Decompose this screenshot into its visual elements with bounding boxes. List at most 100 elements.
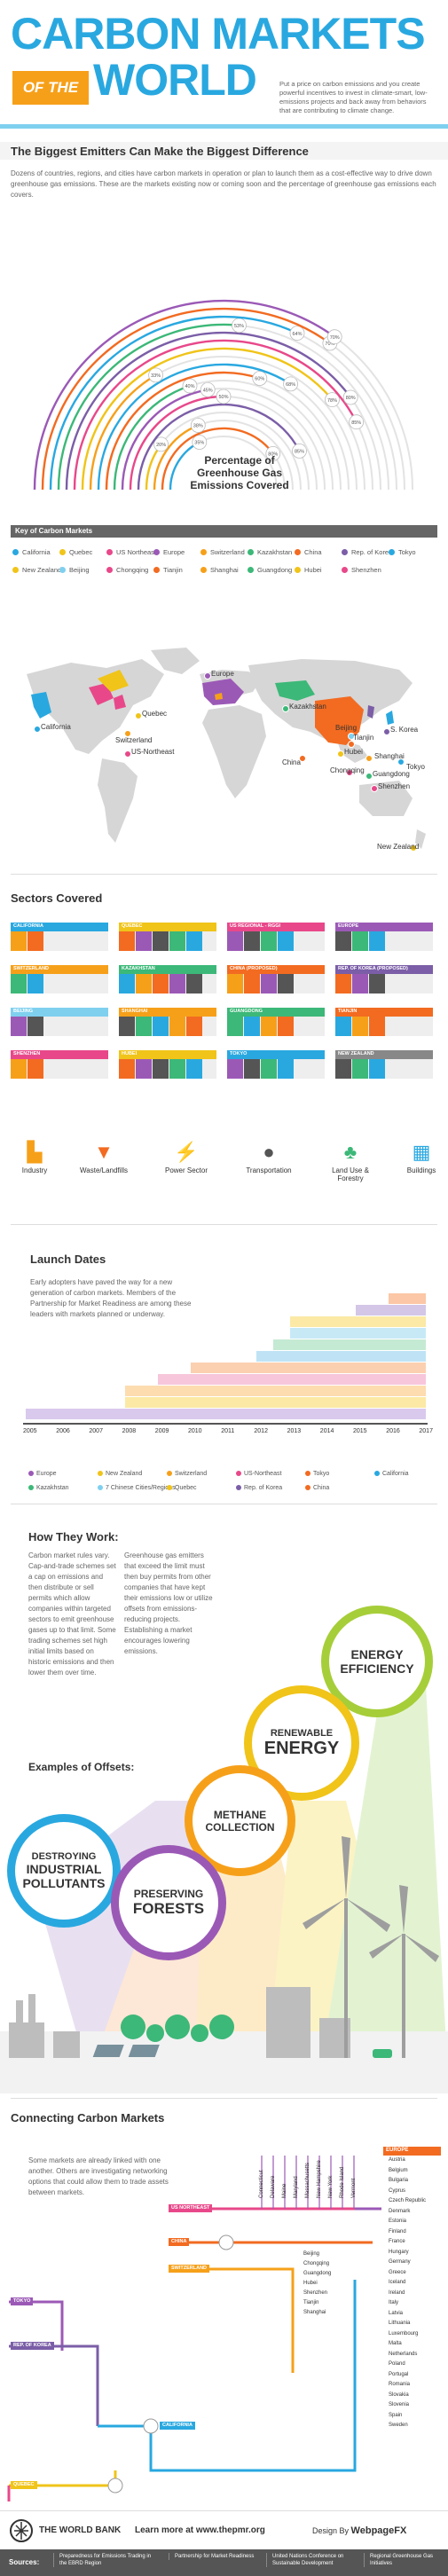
europe-country: Malta — [389, 2341, 402, 2346]
trash-icon: ▼ — [94, 1141, 114, 1163]
designer-name: WebpageFX — [350, 2525, 407, 2536]
metro-line-label: SWITZERLAND — [169, 2265, 210, 2273]
sector-icon — [369, 1017, 385, 1036]
key-dot — [295, 567, 301, 573]
map-marker — [410, 844, 417, 852]
launch-legend-item: California — [374, 1471, 409, 1477]
metro-city: Hubei — [303, 2281, 318, 2286]
map-label: S. Korea — [390, 726, 419, 734]
metro-state: Vermont — [351, 2178, 357, 2198]
europe-country: Slovakia — [389, 2391, 409, 2398]
key-dot — [106, 567, 113, 573]
metro-state: New Hampshire — [317, 2160, 322, 2198]
sector-icon — [119, 931, 135, 951]
arc-series: 45% — [121, 381, 326, 491]
sector-icons — [335, 974, 433, 993]
launch-legend-label: Kazakhstan — [36, 1485, 69, 1491]
europe-country: Belgium — [389, 2167, 408, 2173]
emitters-title: The Biggest Emitters Can Make the Bigges… — [11, 145, 309, 158]
sector-icon — [169, 974, 185, 993]
sector-icons — [119, 931, 216, 951]
circle-text: DESTROYING — [31, 1851, 97, 1862]
launch-text: Early adopters have paved the way for a … — [30, 1278, 192, 1318]
arc-series: 35% — [169, 435, 278, 491]
circle-text: FORESTS — [132, 1900, 205, 1917]
launch-legend-dot — [305, 1485, 310, 1490]
map-marker — [282, 705, 289, 712]
launch-legend-dot — [236, 1471, 241, 1476]
arc-pct-label: 45% — [203, 389, 213, 394]
sector-icon — [186, 1059, 202, 1079]
sector-icon — [227, 974, 243, 993]
launch-legend-label: Europe — [36, 1471, 57, 1477]
arc-series: 68% — [97, 363, 350, 491]
timeline-year: 2007 — [89, 1428, 103, 1434]
sector-icon — [352, 931, 368, 951]
launch-legend-label: New Zealand — [106, 1471, 143, 1477]
sector-icon — [244, 974, 260, 993]
arc-value — [153, 424, 199, 491]
arc-pct-bubble — [292, 443, 307, 459]
design-by: Design By WebpageFX — [312, 2525, 406, 2536]
key-label: Tokyo — [398, 548, 416, 556]
world-bank-name: THE WORLD BANK — [39, 2525, 122, 2535]
map-label: Guangdong — [373, 770, 410, 778]
launch-legend-dot — [98, 1471, 103, 1476]
sector-icon — [335, 1059, 351, 1079]
timeline-bar — [157, 1374, 426, 1385]
circle-text: PRESERVING — [133, 1888, 204, 1900]
map-marker — [365, 755, 373, 762]
arc-series: 64% — [49, 315, 397, 491]
sector-legend-item: ♣ Land Use & Forestry — [319, 1140, 381, 1182]
europe-country: Estonia — [389, 2219, 407, 2224]
key-label: California — [22, 548, 51, 556]
sector-icon — [28, 1059, 43, 1079]
sector-box-name: CALIFORNIA — [11, 923, 108, 931]
sector-icon — [153, 974, 169, 993]
sector-icon — [278, 1017, 294, 1036]
circle-text: POLLUTANTS — [22, 1876, 106, 1890]
sector-icons — [119, 1059, 216, 1079]
key-dot — [59, 549, 66, 555]
sector-legend-label: Power Sector — [164, 1166, 208, 1174]
map-marker — [383, 728, 390, 735]
timeline-year: 2017 — [419, 1428, 433, 1434]
key-dot — [342, 549, 348, 555]
launch-legend-label: Tokyo — [313, 1471, 330, 1477]
metro-city: Shenzhen — [303, 2290, 328, 2296]
sector-icon — [136, 974, 152, 993]
arc-pct-bubble — [182, 378, 198, 394]
sector-legend-label: Waste/Landfills — [80, 1166, 128, 1174]
world-bank-logo-icon — [10, 2519, 33, 2542]
sources-bar: Sources: Preparedness for Emissions Trad… — [0, 2549, 448, 2576]
sector-icon — [261, 1017, 277, 1036]
launch-legend-item: Kazakhstan — [28, 1485, 69, 1491]
metro-state: Maine — [282, 2183, 287, 2198]
of-the-badge: OF THE — [12, 71, 89, 105]
launch-legend-label: US-Northeast — [244, 1471, 282, 1477]
sector-box: NEW ZEALAND — [335, 1050, 433, 1079]
metro-city: Beijing — [303, 2251, 320, 2257]
sector-legend-item: ▙ Industry — [4, 1140, 66, 1174]
arc-series: 40% — [113, 378, 334, 491]
europe-country: Romania — [389, 2382, 411, 2387]
sector-icon — [28, 974, 43, 993]
map-label: New Zealand — [377, 843, 420, 851]
launch-legend-dot — [167, 1471, 172, 1476]
sector-icons — [11, 974, 108, 993]
europe-country: Czech Republic — [389, 2198, 427, 2203]
key-label: Quebec — [69, 548, 93, 556]
key-label: New Zealand — [22, 566, 62, 574]
sector-box-name: TIANJIN — [335, 1008, 433, 1017]
pmr-link[interactable]: www.thepmr.org — [195, 2525, 265, 2535]
key-item: Tokyo — [389, 548, 416, 556]
arc-pct-bubble — [148, 367, 164, 383]
sector-icon — [335, 974, 351, 993]
arc-pct-label: 35% — [194, 441, 204, 446]
arc-series: 80% — [65, 331, 381, 491]
circle-destroying-pollutants: DESTROYING INDUSTRIAL POLLUTANTS — [7, 1814, 121, 1928]
arc-value — [57, 323, 240, 491]
sector-icon — [369, 1059, 385, 1079]
europe-country: Latvia — [389, 2310, 404, 2316]
sector-box: CALIFORNIA — [11, 923, 108, 951]
